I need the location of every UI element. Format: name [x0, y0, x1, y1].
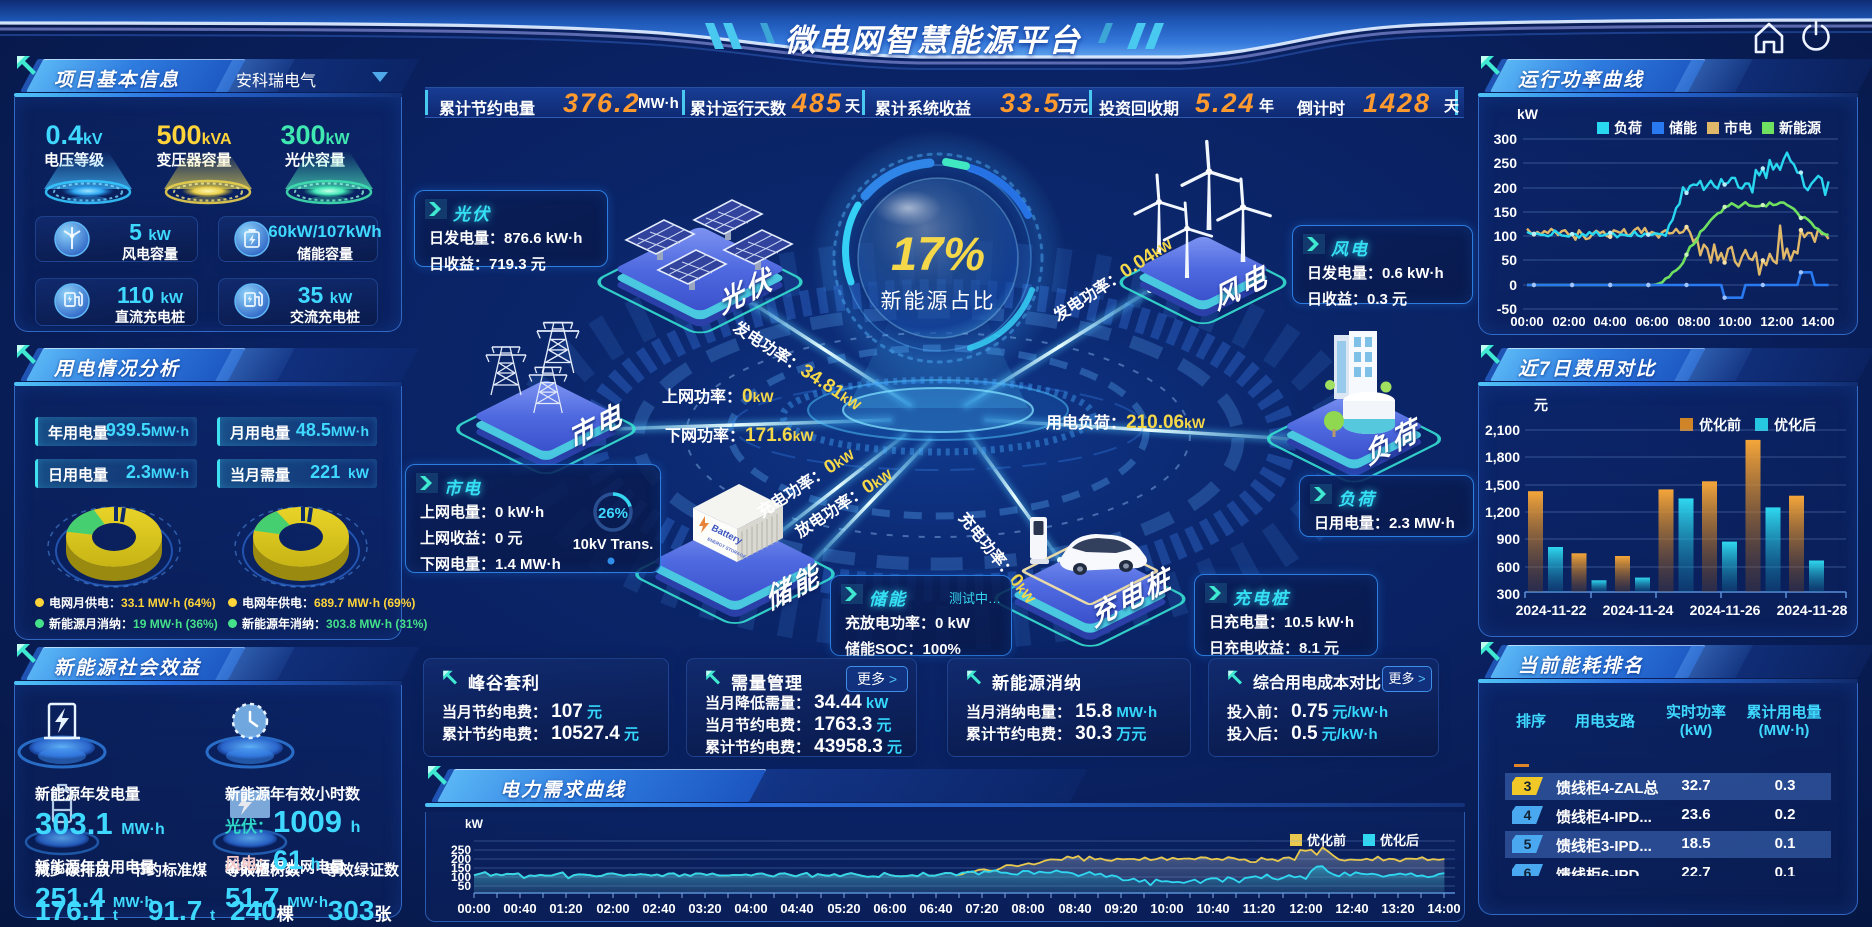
svg-text:-50: -50 [1497, 301, 1517, 317]
svg-text:优化前: 优化前 [1307, 833, 1346, 848]
svg-text:负荷: 负荷 [1614, 120, 1642, 136]
svg-text:03:20: 03:20 [688, 901, 721, 916]
svg-text:00:40: 00:40 [503, 901, 536, 916]
svg-text:50: 50 [1501, 252, 1517, 268]
svg-text:00:00: 00:00 [1510, 314, 1543, 329]
svg-text:元: 元 [1534, 397, 1548, 413]
svg-text:05:20: 05:20 [827, 901, 860, 916]
svg-text:上网功率：0kW: 上网功率：0kW [662, 386, 774, 407]
svg-text:储能: 储能 [1668, 120, 1697, 136]
svg-text:新能源: 新能源 [1779, 120, 1821, 136]
svg-text:2024-11-28: 2024-11-28 [1777, 602, 1848, 618]
svg-text:900: 900 [1497, 531, 1521, 547]
svg-text:200: 200 [451, 852, 471, 866]
svg-text:04:40: 04:40 [780, 901, 813, 916]
svg-text:14:00: 14:00 [1427, 901, 1460, 916]
svg-text:04:00: 04:00 [1593, 314, 1626, 329]
svg-text:优化后: 优化后 [1380, 833, 1419, 848]
svg-text:kW: kW [1517, 106, 1539, 122]
svg-text:10:40: 10:40 [1196, 901, 1229, 916]
svg-text:02:00: 02:00 [1552, 314, 1585, 329]
svg-text:06:00: 06:00 [873, 901, 906, 916]
svg-text:150: 150 [1494, 204, 1518, 220]
svg-text:10:00: 10:00 [1718, 314, 1751, 329]
svg-text:100: 100 [1494, 228, 1518, 244]
svg-text:2,100: 2,100 [1485, 422, 1520, 438]
svg-text:250: 250 [451, 843, 471, 857]
svg-text:01:20: 01:20 [549, 901, 582, 916]
svg-text:26%: 26% [598, 505, 628, 522]
svg-text:04:00: 04:00 [734, 901, 767, 916]
svg-text:新能源占比: 新能源占比 [881, 290, 996, 313]
svg-text:02:40: 02:40 [642, 901, 675, 916]
svg-text:02:00: 02:00 [596, 901, 629, 916]
svg-text:kW: kW [465, 817, 484, 831]
svg-text:12:40: 12:40 [1335, 901, 1368, 916]
svg-text:08:40: 08:40 [1058, 901, 1091, 916]
svg-text:06:40: 06:40 [919, 901, 952, 916]
svg-text:300: 300 [1497, 586, 1521, 602]
svg-text:12:00: 12:00 [1289, 901, 1322, 916]
svg-text:150: 150 [451, 861, 471, 875]
svg-text:优化前: 优化前 [1699, 417, 1741, 433]
svg-text:1,200: 1,200 [1485, 504, 1520, 520]
svg-text:下网功率：171.6kW: 下网功率：171.6kW [665, 425, 814, 446]
svg-text:06:00: 06:00 [1635, 314, 1668, 329]
svg-text:12:00: 12:00 [1760, 314, 1793, 329]
svg-text:2024-11-24: 2024-11-24 [1603, 602, 1674, 618]
svg-text:11:20: 11:20 [1243, 901, 1276, 916]
svg-text:100: 100 [451, 870, 471, 884]
svg-text:0: 0 [1509, 277, 1517, 293]
svg-text:10kV Trans.: 10kV Trans. [573, 537, 654, 553]
svg-text:优化后: 优化后 [1774, 417, 1816, 433]
svg-text:市电: 市电 [1724, 120, 1752, 136]
svg-text:2024-11-26: 2024-11-26 [1690, 602, 1761, 618]
svg-text:08:00: 08:00 [1677, 314, 1710, 329]
svg-text:08:00: 08:00 [1011, 901, 1044, 916]
svg-text:14:00: 14:00 [1801, 314, 1834, 329]
svg-text:09:20: 09:20 [1104, 901, 1137, 916]
svg-text:1,500: 1,500 [1485, 477, 1520, 493]
svg-text:250: 250 [1494, 155, 1518, 171]
svg-text:07:20: 07:20 [965, 901, 998, 916]
svg-text:50: 50 [458, 879, 472, 893]
svg-text:用电负荷：210.06kW: 用电负荷：210.06kW [1046, 412, 1206, 433]
svg-text:00:00: 00:00 [457, 901, 490, 916]
svg-text:600: 600 [1497, 559, 1521, 575]
svg-text:300: 300 [1494, 131, 1518, 147]
svg-text:1,800: 1,800 [1485, 449, 1520, 465]
svg-text:13:20: 13:20 [1381, 901, 1414, 916]
svg-text:2024-11-22: 2024-11-22 [1516, 602, 1587, 618]
svg-text:200: 200 [1494, 180, 1518, 196]
svg-text:17%: 17% [891, 227, 985, 280]
svg-text:10:00: 10:00 [1150, 901, 1183, 916]
